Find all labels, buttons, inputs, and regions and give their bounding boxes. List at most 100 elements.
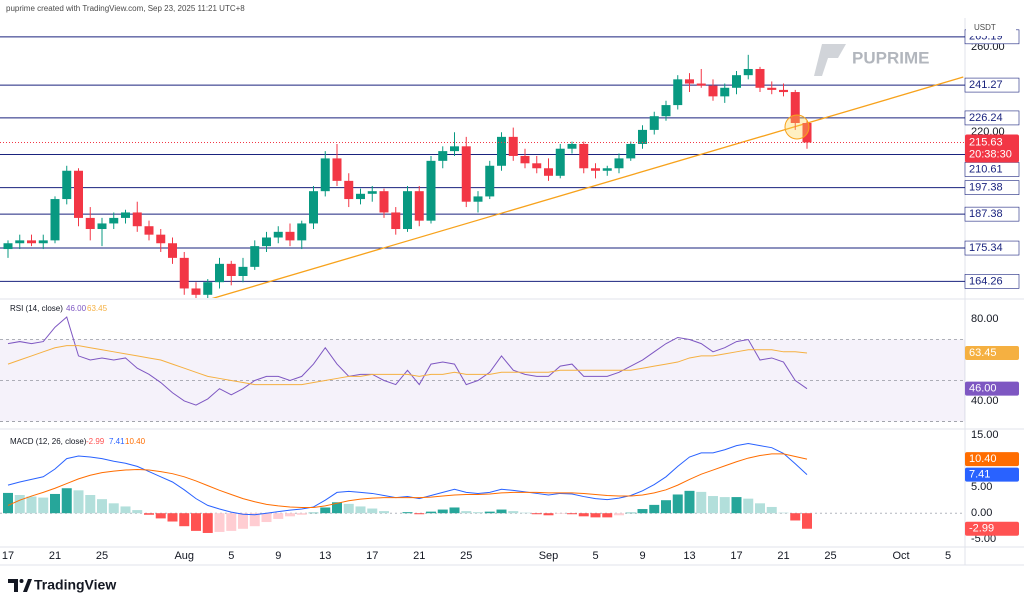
rsi-line (7, 345, 808, 386)
x-tick-label: 5 (228, 550, 234, 562)
macd-histogram-bar (672, 494, 683, 514)
candle-body (685, 79, 694, 84)
rsi-value-tag-box (965, 381, 1019, 396)
x-tick-label: Aug (174, 550, 194, 562)
level-label-box (964, 240, 1020, 256)
macd-histogram-bar (790, 513, 801, 521)
macd-histogram-bar (14, 495, 25, 514)
candle-body (579, 143, 589, 169)
macd-histogram-bar (226, 513, 237, 531)
candle-body (320, 158, 330, 192)
macd-value-tag-box (965, 467, 1019, 482)
macd-histogram-bar (214, 513, 225, 532)
candle-body (450, 146, 459, 152)
candle-body (109, 217, 119, 224)
candle-body (144, 226, 154, 235)
macd-histogram-bar (320, 507, 331, 514)
macd-histogram-bar (191, 513, 201, 531)
macd-histogram-bar (402, 512, 413, 514)
macd-histogram-bar (484, 511, 495, 514)
candle-body (591, 168, 600, 171)
footer-logo (8, 579, 32, 592)
candle-body (661, 105, 671, 117)
candle-body (15, 240, 25, 244)
x-tick-label: Oct (892, 550, 909, 562)
candle-body (50, 199, 60, 241)
candle-body (85, 217, 95, 230)
x-tick-label: 21 (49, 550, 61, 562)
macd-histogram-bar (296, 513, 307, 515)
candle-body (156, 234, 166, 244)
macd-histogram-bar (437, 509, 448, 514)
candle-body (438, 151, 448, 161)
candle-body (262, 237, 271, 247)
macd-histogram-bar (731, 497, 742, 514)
candle-body (332, 158, 342, 181)
macd-histogram-bar (778, 512, 789, 514)
macd-histogram-bar (590, 513, 601, 518)
candle-body (414, 191, 424, 221)
macd-histogram-bar (85, 495, 96, 514)
macd-histogram-bar (520, 512, 530, 514)
footer-brand: TradingView (34, 577, 116, 593)
macd-value-tag: 10.40 (969, 453, 997, 465)
trendline (211, 76, 964, 298)
candle-body (97, 223, 107, 230)
rsi-pane (0, 316, 965, 422)
macd-histogram-bar (578, 513, 589, 517)
macd-pane (0, 443, 965, 533)
macd-histogram-bar (26, 496, 37, 514)
macd-histogram-bar (202, 513, 213, 533)
macd-histogram-bar (755, 503, 765, 514)
legend-value: 46.00 (66, 304, 87, 313)
macd-histogram-bar (508, 511, 519, 514)
candle-body (602, 168, 612, 171)
y-tick-label: 5.00 (971, 481, 992, 493)
macd-histogram-bar (285, 513, 295, 517)
candle-body (708, 85, 718, 97)
macd-histogram-bar (449, 507, 460, 514)
candle-body (191, 288, 201, 295)
price-pane (0, 36, 965, 298)
candle-body (238, 266, 248, 277)
macd-line (7, 443, 808, 516)
candle-body (732, 75, 741, 88)
level-label: 226.24 (969, 112, 1003, 124)
candle-body (356, 193, 365, 200)
x-tick-label: 25 (96, 550, 108, 562)
macd-line (7, 453, 808, 508)
macd-histogram-bar (684, 490, 695, 514)
macd-histogram-bar (97, 499, 107, 514)
candle-body (379, 191, 389, 213)
indicator-title: MACD (12, 26, close) (10, 437, 87, 446)
rsi-value-tag-box (965, 345, 1019, 360)
macd-histogram-bar (696, 491, 707, 514)
candle-body (626, 143, 636, 159)
candle-body (297, 223, 307, 241)
macd-histogram-bar (179, 513, 190, 527)
candle-body (473, 196, 483, 202)
macd-histogram-bar (414, 513, 425, 515)
x-tick-label: 17 (366, 550, 378, 562)
macd-histogram-bar (3, 492, 13, 514)
watermark-logo (814, 44, 846, 76)
candle-body (497, 136, 506, 166)
macd-histogram-bar (637, 509, 648, 514)
candle-body (532, 163, 542, 169)
candle-body (367, 191, 377, 194)
candle-body (403, 191, 412, 230)
macd-histogram-bar (61, 488, 72, 514)
macd-histogram-bar (261, 513, 272, 523)
candle-body (344, 180, 354, 200)
macd-histogram-bar (661, 500, 671, 514)
macd-histogram-bar (625, 512, 636, 514)
macd-histogram-bar (249, 513, 260, 527)
level-label-box (964, 180, 1020, 195)
macd-histogram-bar (802, 513, 812, 529)
legend-value: 10.40 (125, 437, 146, 446)
indicator-title: RSI (14, close) (10, 304, 63, 313)
currency-box (966, 20, 1016, 36)
candle-body (391, 212, 401, 230)
